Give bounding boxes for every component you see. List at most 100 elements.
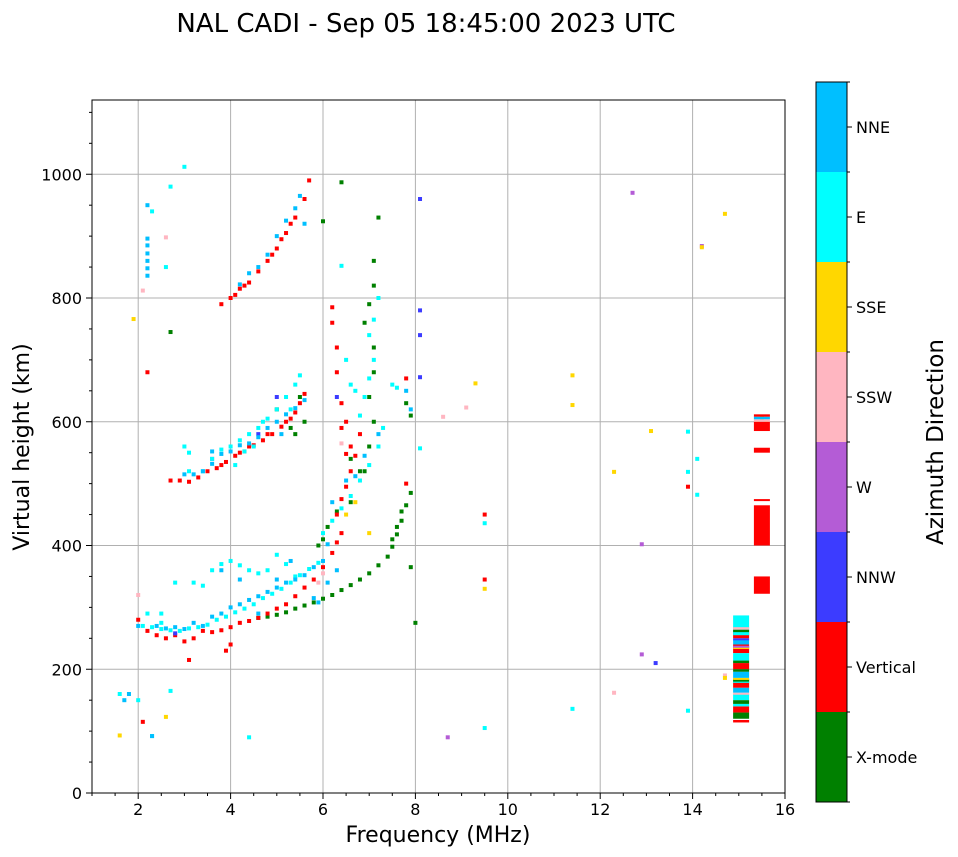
data-point-nne	[293, 206, 298, 211]
data-point-nne	[210, 614, 215, 619]
data-block-x-mode	[733, 660, 750, 664]
data-point-nne	[293, 406, 298, 411]
data-point-e	[274, 552, 279, 557]
data-point-x-mode	[371, 370, 376, 375]
data-point-x-mode	[362, 320, 367, 325]
data-point-sse	[117, 733, 122, 738]
data-point-e	[418, 446, 423, 451]
data-point-nne	[182, 627, 187, 632]
x-tick-label: 12	[590, 800, 610, 819]
data-point-x-mode	[394, 524, 399, 529]
data-point-e	[187, 469, 192, 474]
data-point-ssw	[722, 673, 727, 678]
data-point-e	[210, 568, 215, 573]
data-point-ssw	[163, 235, 168, 240]
data-point-e	[159, 620, 164, 625]
data-block-nnw	[733, 638, 750, 641]
data-point-vertical	[330, 320, 335, 325]
data-point-x-mode	[394, 532, 399, 537]
data-point-vertical	[348, 469, 353, 474]
data-point-e	[196, 625, 201, 630]
data-point-e	[242, 449, 247, 454]
data-point-w	[445, 735, 450, 740]
data-point-nne	[191, 472, 196, 477]
data-point-vertical	[288, 221, 293, 226]
data-point-e	[685, 469, 690, 474]
data-point-x-mode	[339, 180, 344, 185]
colorbar-swatch-e	[816, 172, 847, 262]
data-point-e	[117, 692, 122, 696]
data-point-e	[251, 602, 256, 607]
data-point-nne	[145, 258, 150, 263]
data-point-nne	[321, 558, 325, 563]
data-point-nne	[256, 594, 261, 599]
data-point-e	[284, 562, 289, 567]
data-point-x-mode	[376, 215, 381, 220]
data-point-vertical	[256, 615, 261, 620]
data-point-e	[173, 580, 178, 585]
data-point-nne	[210, 461, 215, 466]
data-point-x-mode	[399, 509, 404, 514]
data-block-e	[733, 615, 750, 636]
data-point-nne	[265, 425, 270, 430]
data-point-sse	[570, 403, 575, 408]
data-block-vertical	[733, 719, 750, 723]
colorbar-label-nne: NNE	[856, 118, 890, 137]
data-point-x-mode	[390, 544, 395, 549]
data-point-nne	[228, 449, 233, 454]
data-block-x-mode	[733, 669, 750, 672]
data-point-e	[279, 586, 284, 591]
data-point-nne	[279, 432, 284, 437]
data-point-e	[330, 518, 335, 523]
data-point-vertical	[348, 444, 353, 449]
data-point-nne	[330, 500, 335, 505]
data-point-nne	[219, 568, 224, 573]
data-point-x-mode	[362, 469, 367, 474]
x-tick-label: 6	[318, 800, 328, 819]
x-axis-label: Frequency (MHz)	[346, 823, 531, 848]
data-point-x-mode	[348, 583, 353, 588]
data-block-x-mode	[733, 712, 750, 719]
data-point-e	[348, 382, 353, 387]
data-point-x-mode	[311, 600, 316, 605]
data-point-e	[371, 357, 376, 362]
data-point-x-mode	[399, 518, 404, 523]
data-point-vertical	[344, 419, 349, 424]
data-point-vertical	[274, 246, 279, 251]
data-point-vertical	[284, 419, 289, 424]
data-point-nne	[145, 203, 150, 208]
data-point-e	[293, 574, 298, 579]
colorbar-swatch-w	[816, 442, 847, 532]
data-point-e	[381, 425, 386, 430]
data-point-vertical	[237, 286, 242, 291]
data-point-nne	[311, 596, 316, 601]
data-point-nne	[302, 221, 307, 226]
data-point-x-mode	[408, 490, 413, 495]
data-point-vertical	[228, 625, 233, 630]
data-point-nnw	[418, 197, 423, 201]
data-point-e	[200, 583, 205, 588]
data-point-vertical	[140, 719, 145, 724]
data-point-e	[242, 606, 247, 611]
colorbar-label-ssw: SSW	[856, 388, 892, 407]
data-point-e	[187, 626, 192, 631]
data-point-vertical	[353, 453, 358, 458]
data-point-x-mode	[288, 425, 293, 430]
data-point-vertical	[247, 618, 252, 623]
data-point-e	[168, 184, 173, 189]
data-point-vertical	[182, 639, 187, 644]
data-point-nne	[274, 419, 279, 424]
data-point-e	[223, 614, 228, 619]
data-point-nne	[237, 282, 242, 287]
data-block-w	[733, 645, 750, 648]
data-point-x-mode	[348, 500, 353, 505]
data-point-nne	[182, 472, 187, 477]
data-point-sse	[612, 469, 617, 474]
data-point-x-mode	[413, 620, 418, 625]
data-point-e	[270, 591, 275, 596]
colorbar-label-w: W	[856, 478, 872, 497]
x-axis-ticks: 2 4 6 8 10 12 14 16	[91, 793, 795, 819]
data-point-vertical	[196, 475, 201, 480]
data-point-nne	[284, 218, 289, 223]
data-point-e	[260, 419, 265, 424]
